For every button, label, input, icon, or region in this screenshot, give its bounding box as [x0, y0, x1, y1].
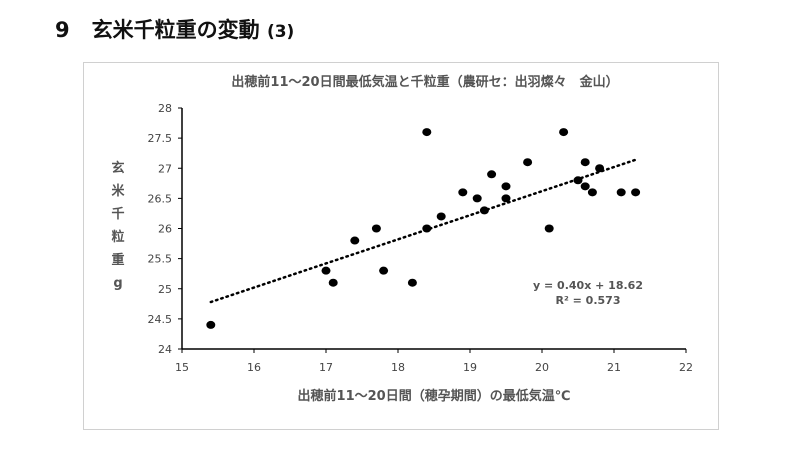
data-point: [379, 266, 389, 275]
x-tick-label: 21: [607, 361, 621, 374]
data-point: [573, 176, 583, 185]
data-point: [501, 194, 511, 203]
data-point: [616, 188, 626, 197]
data-point: [595, 164, 605, 173]
y-tick-label: 24: [158, 343, 172, 356]
x-axis-label: 出穂前11～20日間（穂孕期間）の最低気温℃: [298, 388, 571, 404]
y-tick-label: 25.5: [148, 253, 173, 266]
heading-suffix: (3): [266, 22, 295, 42]
trend-equation: y = 0.40x + 18.62: [533, 279, 643, 292]
data-point: [458, 188, 468, 197]
data-point: [436, 212, 446, 221]
data-point: [580, 158, 590, 167]
y-axis-label-char: 重: [111, 252, 124, 268]
data-point: [580, 182, 590, 191]
y-tick-label: 25: [158, 283, 172, 296]
data-point: [472, 194, 482, 203]
x-tick-label: 22: [679, 361, 693, 374]
x-tick-label: 19: [463, 361, 477, 374]
data-point: [559, 128, 569, 137]
y-tick-label: 28: [158, 102, 172, 115]
trendline: [209, 158, 637, 304]
chart-title: 出穂前11～20日間最低気温と千粒重（農研セ：出羽燦々 金山）: [231, 74, 618, 90]
y-axis-label-char: 米: [111, 183, 125, 199]
data-point: [371, 224, 381, 233]
data-point: [501, 182, 511, 191]
data-point: [544, 224, 554, 233]
x-tick-label: 17: [319, 361, 333, 374]
y-tick-label: 26.5: [148, 192, 173, 205]
data-point: [587, 188, 597, 197]
data-point: [479, 206, 489, 215]
x-tick-label: 20: [535, 361, 549, 374]
y-axis-label-char: 粒: [111, 229, 124, 245]
heading-number: 9: [55, 18, 70, 42]
y-tick-label: 27.5: [148, 132, 173, 145]
data-point: [407, 278, 417, 287]
y-axis-label-char: 千: [111, 206, 124, 222]
y-tick-label: 24.5: [148, 313, 173, 326]
y-tick-label: 27: [158, 162, 172, 175]
data-point: [523, 158, 533, 167]
heading-title: 玄米千粒重の変動: [91, 18, 260, 42]
data-point: [422, 224, 432, 233]
data-point: [350, 236, 360, 245]
x-tick-label: 16: [247, 361, 261, 374]
data-point: [487, 170, 497, 179]
page-heading: 9 玄米千粒重の変動 (3): [55, 14, 294, 44]
chart-frame: [83, 62, 719, 430]
data-point: [206, 320, 216, 329]
data-point: [631, 188, 641, 197]
x-tick-label: 18: [391, 361, 405, 374]
data-point: [328, 278, 338, 287]
y-axis-label-char: 玄: [111, 160, 124, 176]
data-point: [422, 128, 432, 137]
y-axis-label-char: g: [113, 276, 122, 291]
x-tick-label: 15: [175, 361, 189, 374]
y-tick-label: 26: [158, 223, 172, 236]
r-squared: R² = 0.573: [556, 294, 621, 307]
data-point: [321, 266, 331, 275]
